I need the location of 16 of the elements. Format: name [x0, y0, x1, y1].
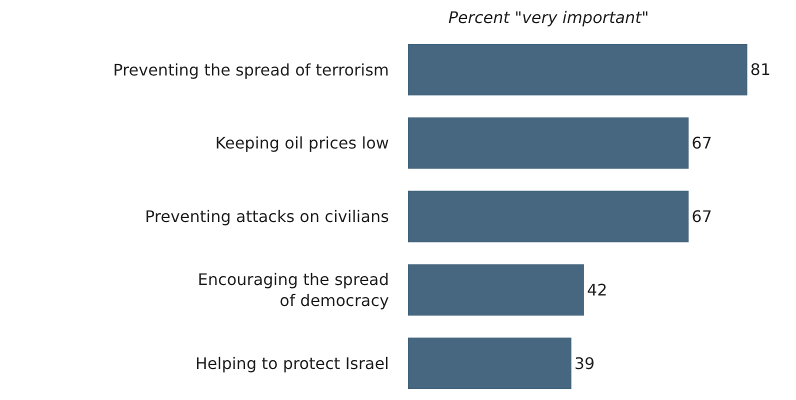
- data-label: 42: [586, 280, 608, 300]
- bar: [408, 117, 689, 169]
- y-tick-label: Preventing the spread of terrorism: [113, 60, 389, 80]
- bar: [408, 44, 748, 96]
- bar: [408, 190, 689, 242]
- data-label: 81: [750, 60, 771, 80]
- y-tick-label: Keeping oil prices low: [215, 134, 389, 153]
- data-label: 39: [574, 354, 595, 373]
- y-tick-label: Preventing attacks on civilians: [145, 207, 389, 226]
- y-tick-label: Helping to protect Israel: [195, 354, 389, 373]
- data-label: 67: [692, 207, 712, 226]
- data-label: 67: [692, 134, 712, 153]
- bar: [408, 338, 572, 389]
- y-tick-label: Encouraging the spread of democracy: [198, 270, 389, 310]
- bar: [408, 264, 584, 316]
- chart-title: Percent "very important": [448, 8, 649, 28]
